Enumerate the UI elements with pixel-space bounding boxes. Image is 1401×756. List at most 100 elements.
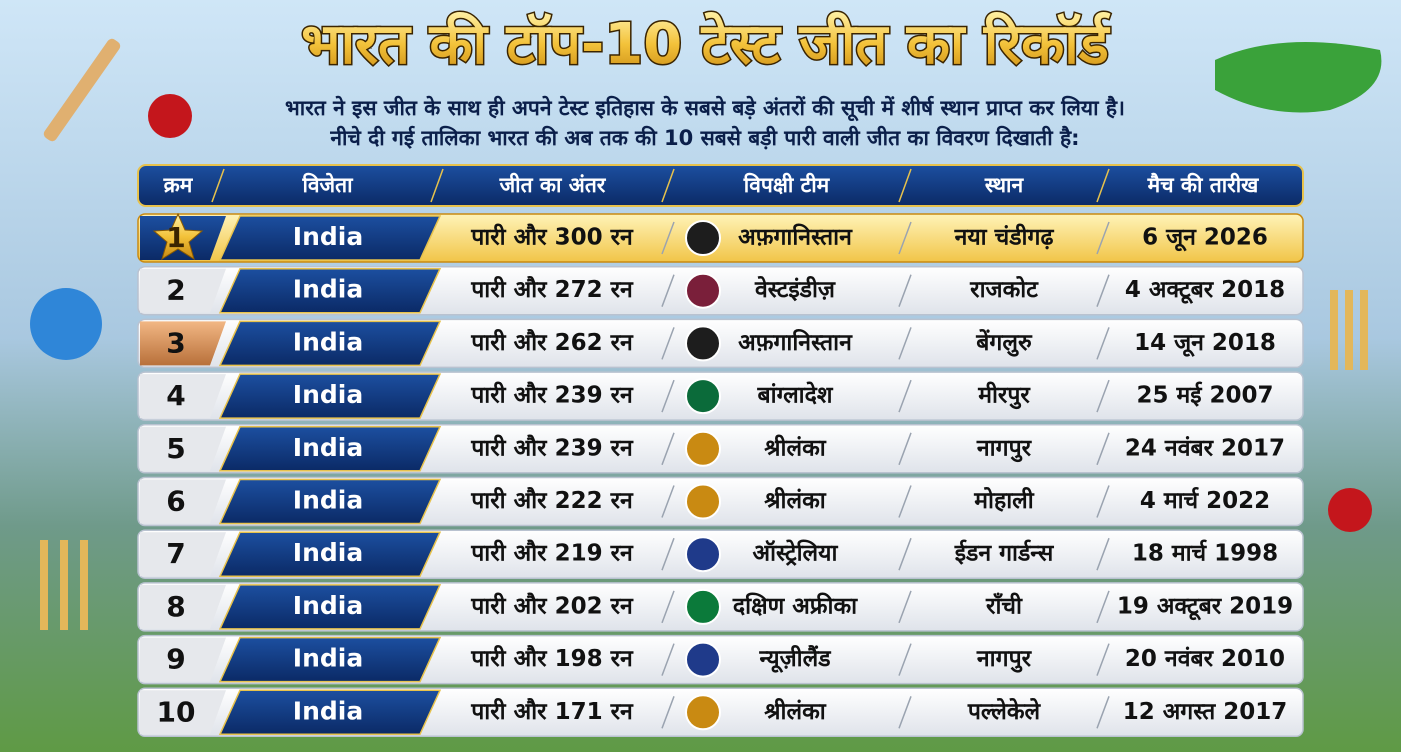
cell-divider [1096,221,1110,255]
cell-divider [898,379,912,413]
flag-icon [685,536,721,573]
margin: पारी और 171 रन [470,697,634,725]
table-row: 3 India पारी और 262 रन अफ़गानिस्तान बेंगलुरु… [137,318,1304,369]
cell-divider [1096,537,1110,571]
rank-cell [140,268,226,313]
table: क्रम विजेता जीत का अंतर विपक्षी टीम स्थान मैच… [137,164,1304,738]
margin: पारी और 219 रन [470,539,634,567]
venue: मोहाली [973,486,1034,514]
cell-divider [898,432,912,466]
flag-icon [685,430,721,467]
rank-cell [140,532,226,577]
flag-icon [685,483,721,520]
margin: पारी और 262 रन [470,328,634,356]
flag-icon [685,641,721,678]
match-date: 19 अक्टूबर 2019 [1117,593,1293,620]
header-row [137,164,1304,207]
rank-cell [140,426,226,471]
column-divider [211,168,225,203]
title: भारत की टॉप-10 टेस्ट जीत का रिकॉर्ड [301,11,1111,77]
cell-divider [661,485,675,518]
cell-divider [1096,432,1110,466]
cell-divider [1096,696,1110,729]
opponent: बांग्लादेश [757,381,834,409]
match-date: 20 नवंबर 2010 [1125,646,1285,672]
cell-divider [898,537,912,571]
rank-cell [140,690,226,735]
cell-divider [1096,590,1110,624]
winner: India [293,327,363,356]
winner: India [293,591,363,620]
match-date: 24 नवंबर 2017 [1125,435,1285,461]
venue: राजकोट [969,275,1039,303]
subtitle: नीचे दी गई तालिका भारत की अब तक की 10 सब… [329,125,1079,150]
cell-divider [661,379,675,413]
rank-cell [140,584,226,629]
venue: ईडन गार्डन्स [954,539,1055,567]
table-row: 9 India पारी और 198 रन न्यूज़ीलैंड नागपुर 20 … [137,634,1304,685]
margin: पारी और 239 रन [470,433,634,461]
opponent: श्रीलंका [764,433,826,461]
venue: नागपुर [976,435,1033,462]
rank: 3 [166,326,185,359]
cell-divider [661,643,675,676]
match-date: 25 मई 2007 [1136,381,1273,409]
flag-icon [685,272,721,309]
winner: India [293,380,363,409]
cell-divider [898,643,912,676]
star-icon [152,212,204,261]
winner-cell [218,267,442,314]
column-divider [661,168,675,203]
rank-cell [140,321,226,366]
decorations [30,38,1382,630]
winner-cell [218,584,442,630]
cell-divider [661,327,675,360]
table-row: 5 India पारी और 239 रन श्रीलंका नागपुर 24 नवं… [137,424,1304,474]
rank: 5 [166,432,185,465]
flag-icon [685,694,721,731]
column-divider [430,168,444,203]
subtitle: भारत ने इस जीत के साथ ही अपने टेस्ट इतिह… [285,95,1125,122]
cell-divider [898,274,912,307]
winner-cell [218,531,442,577]
margin: पारी और 198 रन [470,644,634,672]
table-row: 4 India पारी और 239 रन बांग्लादेश मीरपुर 25 म… [137,371,1304,421]
winner: India [293,433,363,462]
margin: पारी और 300 रन [470,223,634,251]
opponent: श्रीलंका [764,486,826,514]
cell-divider [661,537,675,571]
column-header: विपक्षी टीम [743,172,831,197]
rank: 8 [166,590,185,623]
match-date: 12 अगस्त 2017 [1123,699,1288,725]
rank: 4 [166,379,185,412]
column-header: स्थान [984,173,1025,197]
winner-cell [218,689,442,736]
cell-divider [898,590,912,624]
column-divider [1096,168,1110,203]
winner-cell [218,636,442,683]
opponent: वेस्टइंडीज़ [754,275,836,303]
opponent: न्यूज़ीलैंड [758,644,831,673]
rank: 9 [166,643,185,676]
flag-icon [685,325,721,362]
winner: India [293,538,363,567]
cell-divider [898,696,912,729]
margin: पारी और 202 रन [470,591,634,619]
winner: India [293,275,363,304]
column-divider [898,168,912,203]
cell-divider [1096,327,1110,360]
cell-divider [898,221,912,255]
cell-divider [661,696,675,729]
match-date: 4 अक्टूबर 2018 [1125,277,1285,304]
rank: 1 [166,221,185,254]
opponent: दक्षिण अफ्रीका [732,591,858,619]
margin: पारी और 239 रन [470,381,634,409]
venue: नया चंडीगढ़ [954,223,1055,251]
opponent: अफ़गानिस्तान [738,328,853,356]
rank: 10 [157,695,196,728]
column-header: विजेता [301,172,354,197]
winner-cell [218,373,442,419]
match-date: 4 मार्च 2022 [1140,486,1270,514]
table-row: 6 India पारी और 222 रन श्रीलंका मोहाली 4 मार्… [137,476,1304,527]
cell-divider [1096,643,1110,676]
